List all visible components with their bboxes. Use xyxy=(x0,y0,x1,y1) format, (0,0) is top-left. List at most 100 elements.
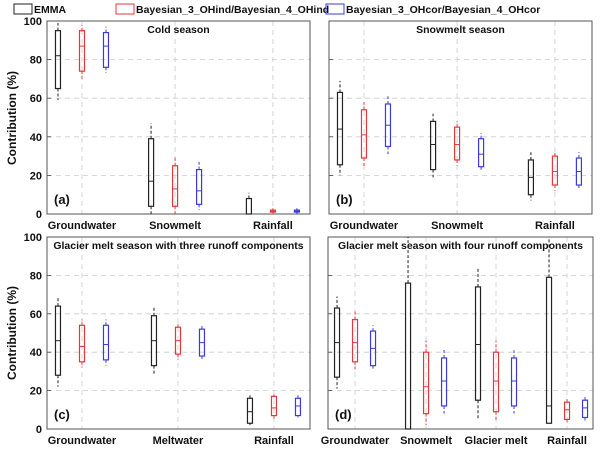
box-iqr xyxy=(581,399,589,419)
box-iqr xyxy=(404,282,412,430)
box-ohind xyxy=(563,398,571,424)
x-tick-label: Groundwater xyxy=(48,435,117,447)
y-tick-label: 60 xyxy=(30,309,42,321)
y-tick-label: 20 xyxy=(30,386,42,398)
x-tick-label: Rainfall xyxy=(254,435,294,447)
box-iqr xyxy=(246,397,254,424)
panel-label: (d) xyxy=(335,407,352,422)
y-tick-label: 80 xyxy=(30,55,42,67)
box-iqr xyxy=(294,397,302,417)
box-ohcor xyxy=(510,350,518,414)
plot-frame xyxy=(328,20,593,215)
box-emma xyxy=(246,394,254,426)
box-emma xyxy=(404,237,412,430)
plot-frame xyxy=(46,20,311,215)
y-tick-label: 100 xyxy=(24,16,42,28)
box-ohind xyxy=(422,340,430,426)
box-iqr xyxy=(270,395,278,417)
box-ohind xyxy=(270,394,278,420)
box-ohcor xyxy=(293,208,301,214)
panel-title: Glacier melt season with four runoff com… xyxy=(338,240,583,252)
box-ohcor xyxy=(581,396,589,422)
box-ohcor xyxy=(198,325,206,360)
y-axis-label: Contribution (%) xyxy=(5,286,19,380)
y-axis-label: Contribution (%) xyxy=(5,71,19,165)
box-iqr xyxy=(54,30,62,90)
box-ohcor xyxy=(369,325,377,370)
box-iqr xyxy=(477,138,485,168)
y-tick-label: 0 xyxy=(36,424,42,436)
box-ohind xyxy=(269,208,277,214)
box-emma xyxy=(147,123,155,214)
box-emma xyxy=(545,237,553,424)
legend-label: Bayesian_3_OHind/Bayesian_4_OHind xyxy=(136,4,329,16)
box-iqr xyxy=(440,357,448,407)
x-tick-label: Meltwater xyxy=(153,435,204,447)
box-iqr xyxy=(453,126,461,161)
legend: EMMA Bayesian_3_OHind/Bayesian_4_OHind Bay… xyxy=(13,3,540,16)
box-iqr xyxy=(78,324,86,363)
plot-frame xyxy=(327,236,594,430)
box-iqr xyxy=(563,401,571,420)
x-tick-label: Snowmelt xyxy=(431,220,483,232)
box-emma xyxy=(474,267,482,420)
box-iqr xyxy=(245,197,253,215)
y-tick-label: 80 xyxy=(30,270,42,282)
box-ohcor xyxy=(440,348,448,414)
box-iqr xyxy=(422,351,430,415)
x-tick-label: Rainfall xyxy=(547,435,587,447)
box-iqr xyxy=(78,30,86,72)
panel-c: 0 20 40 60 80 100 Groundwater Meltwater Rainfall… xyxy=(24,232,311,447)
x-tick-label: Rainfall xyxy=(253,220,293,232)
box-iqr xyxy=(195,169,203,205)
box-ohind xyxy=(171,156,179,214)
panel-label: (b) xyxy=(336,192,353,207)
box-ohcor xyxy=(195,161,203,211)
panel-d: Groundwater Snowmelt Glacier melt Rainfall G… xyxy=(321,236,594,447)
box-ohind xyxy=(551,152,559,191)
box-ohcor xyxy=(294,394,302,418)
legend-swatch xyxy=(325,3,345,15)
box-iqr xyxy=(545,276,553,424)
y-tick-label: 40 xyxy=(30,347,42,359)
box-ohind xyxy=(78,319,86,368)
box-ohcor xyxy=(477,132,485,172)
panel-title: Snowmelt season xyxy=(416,24,505,36)
box-iqr xyxy=(492,351,500,413)
box-emma xyxy=(333,296,341,389)
legend-swatch xyxy=(115,3,135,15)
box-ohind xyxy=(453,121,461,166)
panel-label: (c) xyxy=(54,407,70,422)
box-emma xyxy=(429,113,437,178)
y-tick-label: 20 xyxy=(30,170,42,182)
box-iqr xyxy=(474,286,482,401)
box-emma xyxy=(527,152,535,201)
legend-label: EMMA xyxy=(34,4,66,16)
box-ohind xyxy=(360,102,368,167)
x-tick-label: Groundwater xyxy=(321,435,390,447)
y-tick-label: 0 xyxy=(36,209,42,221)
box-ohind xyxy=(174,323,182,360)
legend-label: Bayesian_3_OHcor/Bayesian_4_OHcor xyxy=(346,4,540,16)
x-tick-label: Rainfall xyxy=(535,220,575,232)
x-tick-label: Groundwater xyxy=(48,220,117,232)
x-tick-label: Glacier melt xyxy=(465,435,528,447)
box-iqr xyxy=(102,31,110,68)
x-tick-label: Groundwater xyxy=(330,220,399,232)
panel-b: Groundwater Snowmelt Rainfall Snowmelt seas… xyxy=(328,20,593,232)
box-iqr xyxy=(429,120,437,171)
y-tick-label: 60 xyxy=(30,93,42,105)
box-ohcor xyxy=(102,26,110,74)
panel-title: Glacier melt season with three runoff co… xyxy=(53,240,303,252)
box-emma xyxy=(336,80,344,176)
panel-a: 0 20 40 60 80 100 Groundwater Snowmelt Rainfall C… xyxy=(24,16,311,232)
box-iqr xyxy=(510,357,518,407)
box-emma xyxy=(54,296,62,387)
box-ohind xyxy=(78,24,86,79)
plot-frame xyxy=(46,236,311,430)
panel-label: (a) xyxy=(54,192,70,207)
box-iqr xyxy=(360,109,368,159)
box-iqr xyxy=(171,165,179,207)
box-emma xyxy=(150,306,158,376)
x-tick-label: Snowmelt xyxy=(149,220,201,232)
